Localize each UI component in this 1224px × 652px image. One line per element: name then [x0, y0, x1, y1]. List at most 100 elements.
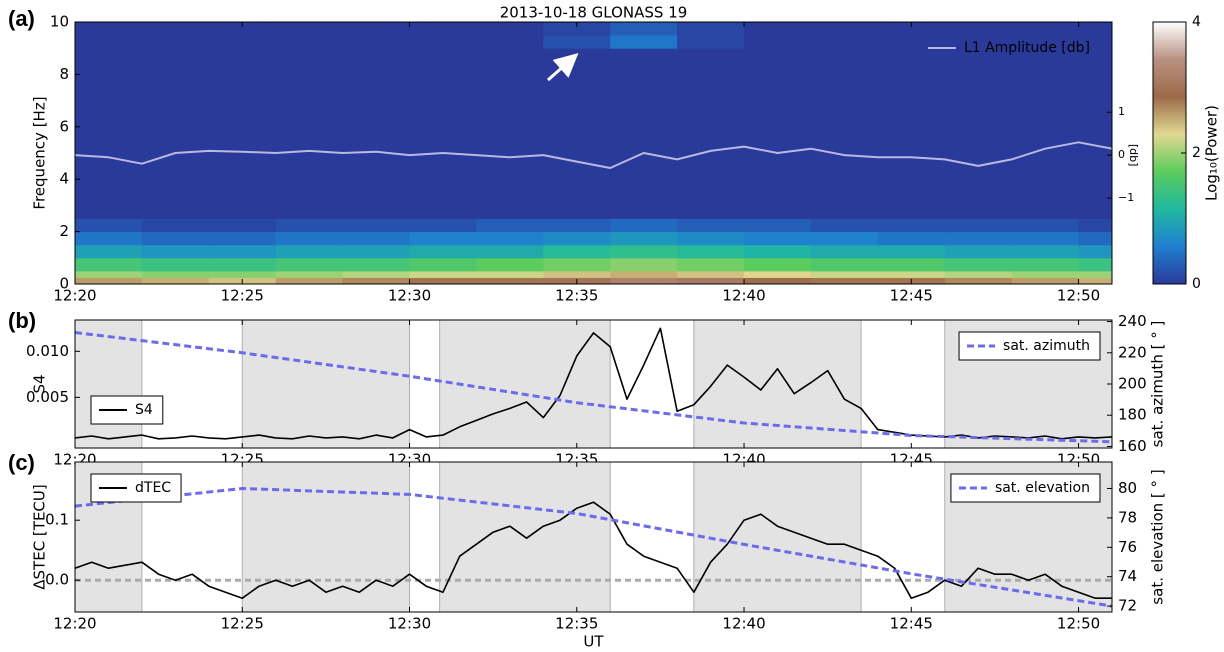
x-tick-label: 12:45	[890, 615, 933, 633]
heat-cell	[141, 244, 210, 259]
heat-cell	[543, 270, 611, 278]
heat-cell	[275, 48, 344, 220]
shaded-span	[241, 320, 411, 448]
y2-tick-label: 76	[1118, 538, 1137, 556]
heat-cell	[944, 35, 1013, 49]
legend-label: sat. elevation	[995, 480, 1090, 496]
y2-tick-label: 72	[1118, 597, 1137, 615]
heat-cell	[944, 22, 1013, 36]
heat-cell	[810, 218, 879, 233]
legend: dTEC	[90, 473, 182, 503]
panel: 12:20 12:25 12:30 12:35 12:40 12:45 12:50 0.0 0.…	[8, 450, 1167, 651]
panel: 12:20 12:25 12:30 12:35 12:40 12:45 12:500.005…	[8, 308, 1167, 469]
series-line	[75, 141, 1112, 169]
heat-cell	[476, 244, 544, 259]
panel-label: (c)	[8, 450, 35, 475]
y2-tick-label: 80	[1118, 479, 1137, 497]
heat-cell	[1078, 48, 1112, 220]
heat-cell	[409, 22, 477, 36]
x-tick-label: 12:40	[722, 287, 765, 305]
legend-label: L1 Amplitude [db]	[964, 40, 1090, 56]
heat-cell	[476, 35, 544, 49]
heat-cell	[677, 218, 745, 233]
plot-area	[75, 22, 1112, 284]
heat-cell	[208, 22, 277, 36]
heat-cell	[944, 244, 1013, 259]
heat-cell	[141, 257, 210, 272]
plot-area	[75, 320, 1112, 448]
heat-cell	[342, 270, 411, 278]
y2-tick-label: 240	[1118, 312, 1147, 330]
y2-axis-label: [db]	[1127, 144, 1140, 167]
heat-cell	[877, 270, 946, 278]
heat-cell	[476, 218, 544, 233]
heat-cell	[877, 218, 946, 233]
heat-cell	[1011, 218, 1080, 233]
heat-cell	[75, 218, 143, 233]
heat-cell	[409, 257, 477, 272]
heat-cell	[342, 257, 411, 272]
x-tick-label: 12:30	[388, 287, 431, 305]
heat-cell	[677, 270, 745, 278]
heat-cell	[409, 270, 477, 278]
y-tick-label: 0.005	[26, 388, 69, 406]
heat-cell	[275, 35, 344, 49]
heat-cell	[141, 22, 210, 36]
heat-cell	[610, 244, 678, 259]
y-tick-label: 8	[59, 65, 69, 83]
heat-cell	[677, 231, 745, 246]
heat-cell	[275, 277, 344, 284]
heat-cell	[75, 231, 143, 246]
heat-cell	[744, 231, 812, 246]
heat-cell	[877, 22, 946, 36]
heat-cell	[677, 244, 745, 259]
y2-tick-label: 180	[1118, 406, 1147, 424]
heat-cell	[944, 231, 1013, 246]
heat-cell	[677, 22, 745, 36]
legend-label: sat. azimuth	[1003, 338, 1090, 354]
heat-cell	[342, 244, 411, 259]
heat-cell	[610, 270, 678, 278]
legend: sat. elevation	[950, 473, 1101, 503]
heat-cell	[141, 277, 210, 284]
y2-tick-label: 200	[1118, 375, 1147, 393]
heat-cell	[744, 22, 812, 36]
heat-cell	[543, 231, 611, 246]
heat-cell	[208, 257, 277, 272]
y2-tick-label: 74	[1118, 567, 1137, 585]
plot-frame	[74, 21, 1113, 285]
arrow	[547, 53, 579, 82]
heat-cell	[275, 257, 344, 272]
heat-cell	[944, 277, 1013, 284]
heat-cell	[476, 22, 544, 36]
y-tick-label: 6	[59, 117, 69, 135]
heat-cell	[744, 244, 812, 259]
heat-cell	[476, 270, 544, 278]
heat-cell	[1011, 231, 1080, 246]
heat-cell	[275, 218, 344, 233]
heat-cell	[810, 277, 879, 284]
y-axis-label: Frequency [Hz]	[31, 96, 49, 209]
heat-cell	[1078, 270, 1112, 278]
shaded-span	[693, 462, 862, 612]
x-tick-label: 12:35	[555, 287, 598, 305]
series-line	[75, 331, 1112, 444]
heat-cell	[208, 35, 277, 49]
heat-cell	[610, 22, 678, 36]
y2-tick-label: 160	[1118, 437, 1147, 455]
y2-tick-label: 1	[1118, 105, 1125, 118]
heat-cell	[810, 257, 879, 272]
heat-cell	[342, 277, 411, 284]
legend-label: S4	[135, 402, 153, 418]
heat-cell	[1011, 22, 1080, 36]
heat-cell	[1011, 270, 1080, 278]
heat-cell	[543, 22, 611, 36]
heat-cell	[944, 257, 1013, 272]
heat-cell	[877, 48, 946, 220]
heat-cell	[1011, 35, 1080, 49]
heat-cell	[208, 218, 277, 233]
y2-tick-label: 78	[1118, 508, 1137, 526]
series-line	[75, 487, 1112, 608]
heat-cell	[1011, 257, 1080, 272]
heat-cell	[810, 35, 879, 49]
